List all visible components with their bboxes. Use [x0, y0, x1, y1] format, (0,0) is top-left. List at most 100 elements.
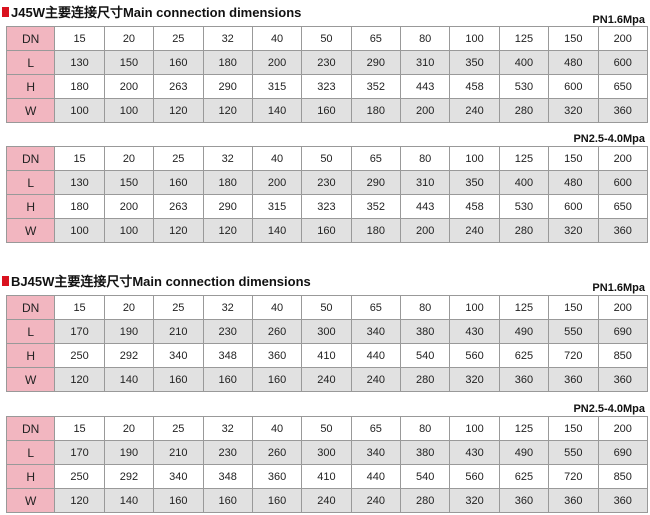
table-cell: 340 — [350, 319, 402, 344]
table-cell: 140 — [251, 98, 303, 123]
table-cell: 350 — [449, 50, 500, 75]
row-header: DN — [5, 295, 56, 320]
row-header: H — [5, 343, 56, 368]
table-cell: 100 — [54, 98, 105, 123]
table-cell: 690 — [597, 319, 648, 344]
table-cell: 200 — [399, 218, 451, 243]
table-cell: 360 — [597, 218, 648, 243]
table-cell: 15 — [54, 295, 105, 320]
pressure-label: PN1.6Mpa — [592, 14, 645, 26]
table-cell: 25 — [153, 416, 204, 441]
table-cell: 200 — [399, 98, 451, 123]
table-row: L 170 190 210 230 260 300 340 380 430 490 550 690 — [5, 319, 648, 344]
table-cell: 240 — [301, 367, 352, 392]
table-cell: 100 — [103, 98, 155, 123]
table-cell: 125 — [498, 416, 550, 441]
table-cell: 348 — [202, 343, 253, 368]
table-cell: 150 — [548, 295, 599, 320]
table-row: W 100 100 120 120 140 160 180 200 240 280 320 360 — [5, 98, 648, 123]
table-cell: 80 — [399, 146, 451, 171]
table-cell: 320 — [548, 98, 599, 123]
table-cell: 32 — [202, 26, 253, 51]
table-cell: 340 — [153, 464, 204, 489]
row-header: L — [5, 440, 56, 465]
table-cell: 160 — [202, 367, 253, 392]
table-cell: 100 — [449, 26, 500, 51]
table-cell: 160 — [251, 488, 303, 513]
table-row: H 250 292 340 348 360 410 440 540 560 625 720 850 — [5, 343, 648, 368]
table-cell: 310 — [399, 170, 451, 195]
table-cell: 320 — [548, 218, 599, 243]
table-row: H 180 200 263 290 315 323 352 443 458 530 600 650 — [5, 194, 648, 219]
table-cell: 292 — [103, 464, 155, 489]
table-cell: 600 — [548, 194, 599, 219]
table-cell: 850 — [597, 464, 648, 489]
table-cell: 410 — [301, 343, 352, 368]
table-cell: 150 — [103, 170, 155, 195]
row-header: DN — [5, 26, 56, 51]
table-cell: 263 — [153, 74, 204, 99]
table-cell: 130 — [54, 170, 105, 195]
table-cell: 352 — [350, 74, 402, 99]
table-cell: 230 — [202, 440, 253, 465]
table-cell: 120 — [153, 98, 204, 123]
table-cell: 280 — [498, 98, 550, 123]
table-cell: 400 — [498, 50, 550, 75]
table-cell: 120 — [202, 98, 253, 123]
table-cell: 550 — [548, 440, 599, 465]
table-cell: 15 — [54, 416, 105, 441]
table-cell: 480 — [548, 50, 599, 75]
table-cell: 20 — [103, 26, 155, 51]
table-cell: 360 — [597, 367, 648, 392]
table-cell: 458 — [449, 194, 500, 219]
table-cell: 443 — [399, 74, 451, 99]
table-cell: 300 — [301, 440, 352, 465]
table-cell: 100 — [449, 146, 500, 171]
table-row: L 130 150 160 180 200 230 290 310 350 400 480 600 — [5, 50, 648, 75]
row-header: W — [5, 218, 56, 243]
table-cell: 180 — [202, 50, 253, 75]
table-cell: 530 — [498, 74, 550, 99]
table-cell: 200 — [251, 50, 303, 75]
table-cell: 230 — [202, 319, 253, 344]
table-cell: 100 — [54, 218, 105, 243]
table-row: H 180 200 263 290 315 323 352 443 458 530 600 650 — [5, 74, 648, 99]
table-cell: 850 — [597, 343, 648, 368]
table-cell: 32 — [202, 146, 253, 171]
row-header: L — [5, 170, 56, 195]
table-cell: 20 — [103, 416, 155, 441]
table-cell: 290 — [202, 74, 253, 99]
section-title-text: BJ45W主要连接尺寸Main connection dimensions — [11, 274, 311, 289]
table-cell: 280 — [498, 218, 550, 243]
row-header: H — [5, 464, 56, 489]
table-cell: 100 — [103, 218, 155, 243]
table-cell: 230 — [301, 50, 352, 75]
table-cell: 650 — [597, 74, 648, 99]
table-row: DN 15 20 25 32 40 50 65 80 100 125 150 200 — [5, 416, 648, 441]
table-cell: 65 — [350, 295, 402, 320]
table-cell: 120 — [54, 367, 105, 392]
table-cell: 210 — [153, 319, 204, 344]
table-cell: 15 — [54, 146, 105, 171]
table-cell: 458 — [449, 74, 500, 99]
table-cell: 315 — [251, 194, 303, 219]
table-cell: 360 — [251, 464, 303, 489]
table-cell: 170 — [54, 440, 105, 465]
table-cell: 300 — [301, 319, 352, 344]
table-cell: 280 — [399, 367, 451, 392]
table-cell: 50 — [301, 295, 352, 320]
table-row: DN 15 20 25 32 40 50 65 80 100 125 150 200 — [5, 146, 648, 171]
table-cell: 360 — [498, 488, 550, 513]
table-cell: 240 — [350, 367, 402, 392]
table-cell: 440 — [350, 464, 402, 489]
table-cell: 490 — [498, 440, 550, 465]
table-cell: 100 — [449, 416, 500, 441]
table-cell: 240 — [449, 98, 500, 123]
table-cell: 540 — [399, 343, 451, 368]
table-cell: 190 — [103, 319, 155, 344]
table-cell: 180 — [54, 194, 105, 219]
table-row: DN 15 20 25 32 40 50 65 80 100 125 150 200 — [5, 295, 648, 320]
table-cell: 690 — [597, 440, 648, 465]
table-cell: 200 — [251, 170, 303, 195]
table-cell: 210 — [153, 440, 204, 465]
